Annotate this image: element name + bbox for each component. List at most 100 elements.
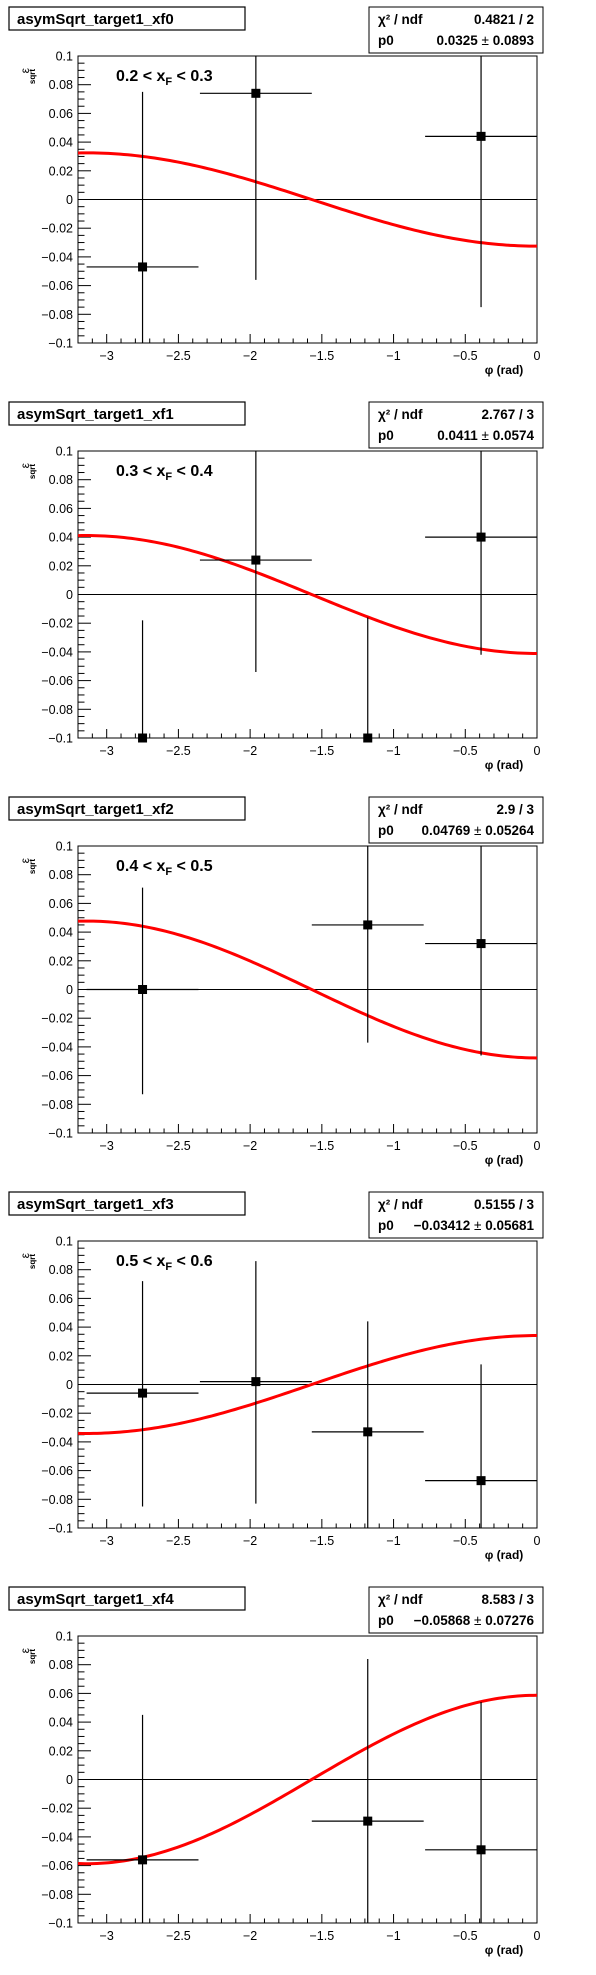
xf-range-label: 0.5 < xF < 0.6 [116,1253,213,1273]
stats-pm-sign: ± [470,1613,485,1628]
y-tick-label: −0.02 [41,1407,73,1421]
x-tick-label: −3 [100,744,114,758]
stats-p0-label: p0 [378,428,394,443]
data-point [311,1658,424,1923]
x-axis-label: φ (rad) [485,758,524,772]
stats-p0-label: p0 [378,1613,394,1628]
xf-range-hi: < 0.3 [172,68,213,85]
stats-p0-value: −0.05868 ± 0.07276 [414,1613,535,1628]
y-tick-label: 0 [66,983,73,997]
data-marker [251,1377,261,1387]
stats-p0-error: 0.05264 [485,823,534,838]
stats-p0-central: −0.05868 [414,1613,471,1628]
xf-range-lo: 0.4 < x [116,858,165,875]
stats-box-frame [368,796,544,844]
y-tick-label: −0.02 [41,617,73,631]
chart-panel-0: −3 −2.5 −2 −1.5 −1 −0.5 0 −0.1 −0.08 −0.06 −0.04 −0… [8,6,544,377]
x-tick-label: −0.5 [453,1139,478,1153]
y-axis-label-main: ε [18,67,32,73]
stats-p0-error: 0.0893 [493,33,535,48]
y-tick-label: −0.02 [41,1012,73,1026]
x-tick-label: −1.5 [310,1929,335,1943]
stats-box-frame [368,401,544,449]
stats-p0-error: 0.05681 [485,1218,534,1233]
stats-p0-label: p0 [378,33,394,48]
y-tick-label: −0.1 [48,1127,73,1141]
stats-pm-sign: ± [470,1218,485,1233]
xf-range-sub: F [165,76,172,88]
y-tick-label: 0.04 [49,136,73,150]
x-tick-label: −3 [100,1929,114,1943]
data-point [199,1261,312,1504]
y-tick-label: −0.06 [41,674,73,688]
xf-range-label: 0.2 < xF < 0.3 [116,68,213,88]
stats-box: χ² / ndf 2.767 / 3 p0 0.0411 ± 0.0574 [368,401,544,449]
data-point [425,1364,537,1528]
stats-chi2-label: χ² / ndf [378,802,423,817]
x-tick-label: −0.5 [453,349,478,363]
fit-curve [77,1693,538,1866]
stats-chi2-value: 2.9 / 3 [496,802,534,817]
xf-range-label: 0.3 < xF < 0.4 [116,463,213,483]
y-tick-label: −0.1 [48,337,73,351]
y-tick-label: −0.04 [41,1830,73,1844]
y-tick-label: −0.1 [48,732,73,746]
chart-title: asymSqrt_target1_xf4 [17,1591,174,1608]
y-tick-label: −0.04 [41,250,73,264]
stats-p0-value: 0.0411 ± 0.0574 [437,428,534,443]
y-tick-label: −0.1 [48,1522,73,1536]
title-box [8,1191,246,1216]
y-tick-label: −0.04 [41,1435,73,1449]
chart-title: asymSqrt_target1_xf3 [17,1196,174,1213]
y-axis-label-sub: sqrt [28,859,37,874]
stats-chi2-value: 0.4821 / 2 [474,12,534,27]
x-tick-label: −2 [243,349,257,363]
data-marker [476,1845,486,1855]
y-tick-label: 0.06 [49,502,73,516]
stats-p0-value: −0.03412 ± 0.05681 [414,1218,535,1233]
x-tick-label: −2 [243,1139,257,1153]
chart-panel-3: −3 −2.5 −2 −1.5 −1 −0.5 0 −0.1 −0.08 −0.06 −0.04 −0… [8,1191,544,1562]
data-point [311,846,424,1043]
x-axis-label: φ (rad) [485,363,524,377]
y-axis-label-main: ε [18,857,32,863]
x-tick-label: −2.5 [166,349,191,363]
chart-title: asymSqrt_target1_xf2 [17,801,174,818]
y-tick-label: 0.02 [49,954,73,968]
y-tick-label: 0.02 [49,1349,73,1363]
y-tick-label: 0.02 [49,164,73,178]
data-marker [476,939,486,949]
data-marker [138,262,148,272]
data-point [199,56,312,280]
stats-p0-error: 0.0574 [493,428,535,443]
y-axis-label-sub: sqrt [28,1254,37,1269]
y-tick-label: 0.06 [49,107,73,121]
y-tick-label: −0.08 [41,308,73,322]
x-tick-label: 0 [534,1929,541,1943]
y-tick-label: 0.1 [56,840,73,854]
y-tick-label: 0.08 [49,1658,73,1672]
y-tick-label: −0.1 [48,1917,73,1931]
x-tick-label: −1 [386,744,400,758]
data-point [199,451,312,672]
y-axis-label-sub: sqrt [28,69,37,84]
x-tick-label: −3 [100,349,114,363]
stats-box: χ² / ndf 8.583 / 3 p0 −0.05868 ± 0.07276 [368,1586,544,1634]
y-tick-label: −0.06 [41,1069,73,1083]
chart-title: asymSqrt_target1_xf1 [17,406,174,423]
stats-box-frame [368,1586,544,1634]
x-tick-label: −1 [386,1139,400,1153]
x-tick-label: 0 [534,349,541,363]
y-tick-label: −0.04 [41,645,73,659]
x-tick-label: −1 [386,1534,400,1548]
y-tick-label: 0.1 [56,445,73,459]
stats-chi2-label: χ² / ndf [378,407,423,422]
xf-range-sub: F [165,866,172,878]
fit-curve [77,1334,538,1435]
chart-panel-2: −3 −2.5 −2 −1.5 −1 −0.5 0 −0.1 −0.08 −0.06 −0.04 −0… [8,796,544,1167]
stats-box-frame [368,1191,544,1239]
y-tick-label: 0.08 [49,1263,73,1277]
stats-chi2-value: 0.5155 / 3 [474,1197,535,1212]
y-tick-label: 0.08 [49,868,73,882]
